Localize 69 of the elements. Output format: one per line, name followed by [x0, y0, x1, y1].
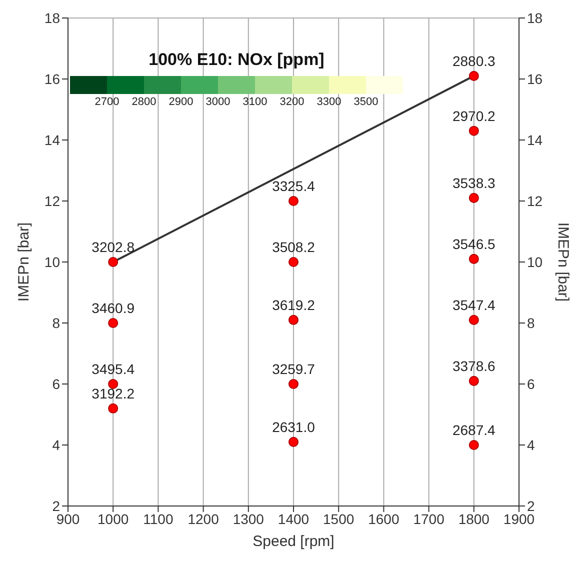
y2-tick-label: 12 — [527, 192, 543, 209]
y-tick-label: 18 — [44, 10, 60, 26]
point — [468, 70, 479, 81]
point — [468, 126, 479, 136]
point — [288, 378, 299, 390]
annotation: 3538.3 — [452, 174, 496, 191]
annotation: 2700 — [94, 96, 120, 108]
text: 100% E10: NOx [ppm] — [148, 50, 326, 70]
y-tick-label: 10 — [44, 254, 60, 270]
annotation: 3200 — [280, 96, 304, 108]
point — [288, 314, 299, 325]
point — [468, 440, 479, 450]
annotation: 3460.9 — [92, 300, 135, 316]
y2-tick-label: 6 — [527, 376, 535, 392]
x-axis-title: Speed [rpm] — [252, 533, 334, 550]
annotation: 2970.2 — [452, 108, 496, 124]
annotation: 3378.6 — [452, 358, 496, 374]
annotation: 3547.4 — [452, 296, 496, 313]
annotation: 3495.4 — [92, 361, 135, 377]
point — [288, 196, 299, 206]
annotation: 3325.4 — [272, 178, 316, 194]
point — [468, 192, 479, 203]
annotation: 3192.2 — [92, 385, 135, 402]
x-tick-label: 1000 — [98, 510, 129, 527]
y-tick-label: 4 — [52, 436, 60, 453]
y-tick-label: 6 — [52, 376, 60, 392]
annotation: 2800 — [132, 96, 156, 108]
x-tick-label: 1100 — [143, 510, 174, 527]
y-axis-title: IMEPn [bar] — [15, 222, 32, 302]
annotation: 2900 — [168, 96, 194, 108]
annotation: 3259.7 — [272, 361, 316, 377]
point — [468, 314, 479, 325]
y2-tick-label: 18 — [527, 10, 543, 26]
annotation: 2631.0 — [272, 418, 316, 435]
x-tick-label: 1400 — [278, 510, 310, 527]
y-tick-label: 16 — [44, 70, 60, 87]
x-tick-label: 1800 — [458, 510, 490, 527]
x-tick-label: 1200 — [188, 510, 220, 527]
x-tick-label: 1700 — [413, 510, 445, 527]
point — [108, 378, 118, 390]
annotation: 3546.5 — [452, 236, 496, 252]
y2-tick-label: 8 — [527, 314, 535, 331]
point — [468, 254, 479, 264]
x-tick-label: 1300 — [232, 510, 264, 527]
point — [288, 256, 299, 268]
x-tick-label: 1600 — [368, 510, 400, 527]
annotation: 2880.3 — [452, 52, 496, 69]
y-tick-label: 14 — [44, 132, 60, 148]
annotation: 3100 — [242, 96, 268, 108]
y-tick-label: 12 — [44, 192, 60, 209]
y2-axis-title: IMEPn [bar] — [554, 222, 572, 302]
y2-tick-label: 10 — [527, 254, 543, 270]
y-tick-label: 8 — [52, 314, 60, 331]
annotation: 3500 — [354, 96, 378, 108]
y2-tick-label: 16 — [527, 70, 543, 87]
y2-tick-label: 14 — [527, 132, 543, 148]
point — [108, 256, 118, 268]
annotation: 2687.4 — [452, 422, 496, 438]
point — [108, 403, 118, 414]
annotation: 3000 — [206, 96, 230, 108]
point — [108, 318, 118, 328]
annotation: 3202.8 — [92, 239, 135, 255]
y2-tick-label: 4 — [527, 436, 535, 453]
point — [288, 436, 299, 447]
annotation: 3300 — [316, 96, 342, 108]
annotation: 3619.2 — [272, 296, 316, 313]
annotation: 3508.2 — [272, 239, 316, 255]
x-tick-label: 1500 — [323, 510, 354, 527]
point — [468, 376, 479, 386]
